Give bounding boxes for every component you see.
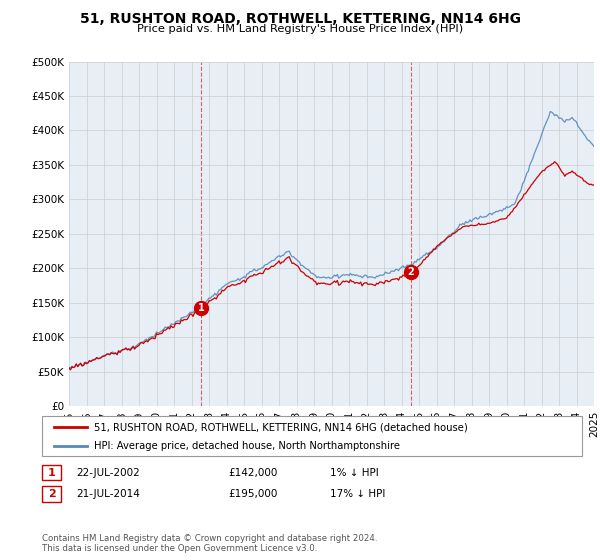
Text: 2: 2 — [48, 489, 55, 499]
Text: £195,000: £195,000 — [228, 489, 277, 499]
Text: 17% ↓ HPI: 17% ↓ HPI — [330, 489, 385, 499]
Text: 1: 1 — [48, 468, 55, 478]
Text: Price paid vs. HM Land Registry's House Price Index (HPI): Price paid vs. HM Land Registry's House … — [137, 24, 463, 34]
Text: Contains HM Land Registry data © Crown copyright and database right 2024.
This d: Contains HM Land Registry data © Crown c… — [42, 534, 377, 553]
Text: 2: 2 — [408, 267, 415, 277]
Text: 1: 1 — [198, 303, 205, 313]
Text: HPI: Average price, detached house, North Northamptonshire: HPI: Average price, detached house, Nort… — [94, 441, 400, 451]
Text: 51, RUSHTON ROAD, ROTHWELL, KETTERING, NN14 6HG (detached house): 51, RUSHTON ROAD, ROTHWELL, KETTERING, N… — [94, 422, 468, 432]
Text: 1% ↓ HPI: 1% ↓ HPI — [330, 468, 379, 478]
Text: 22-JUL-2002: 22-JUL-2002 — [76, 468, 140, 478]
Text: 21-JUL-2014: 21-JUL-2014 — [76, 489, 140, 499]
Text: 51, RUSHTON ROAD, ROTHWELL, KETTERING, NN14 6HG: 51, RUSHTON ROAD, ROTHWELL, KETTERING, N… — [79, 12, 521, 26]
Text: £142,000: £142,000 — [228, 468, 277, 478]
